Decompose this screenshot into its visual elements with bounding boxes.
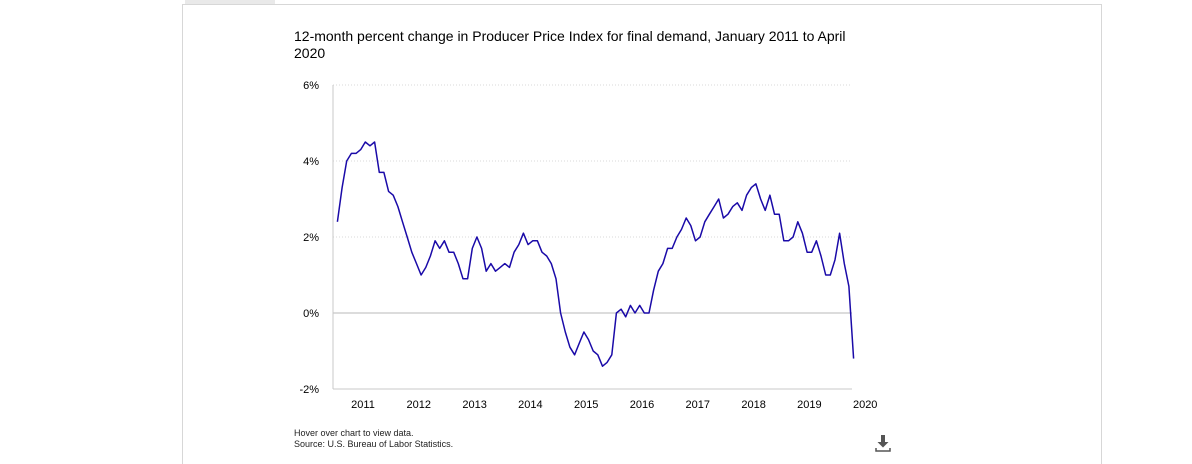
- chart-title: 12-month percent change in Producer Pric…: [294, 28, 846, 61]
- x-tick-label: 2020: [853, 399, 877, 411]
- y-tick-label: 0%: [303, 308, 319, 320]
- chart-panel: [182, 4, 1102, 464]
- x-tick-label: 2011: [351, 399, 375, 411]
- x-tick-label: 2016: [630, 399, 654, 411]
- y-tick-label: -2%: [299, 384, 319, 396]
- x-tick-label: 2012: [407, 399, 431, 411]
- x-tick-label: 2014: [518, 399, 542, 411]
- download-icon[interactable]: [872, 432, 894, 454]
- x-tick-label: 2019: [797, 399, 821, 411]
- y-tick-label: 2%: [303, 232, 319, 244]
- y-tick-labels: -2% 0% 2% 4% 6%: [299, 80, 319, 396]
- x-tick-label: 2015: [574, 399, 598, 411]
- hover-hint: Hover over chart to view data.: [294, 428, 414, 438]
- x-tick-labels: 2011 2012 2013 2014 2015 2016 2017 2018 2019 2020: [351, 399, 877, 411]
- y-tick-label: 4%: [303, 156, 319, 168]
- grid-lines: [333, 84, 852, 390]
- x-tick-label: 2018: [741, 399, 765, 411]
- axes: [332, 85, 852, 390]
- series-lines: [336, 141, 855, 367]
- chart-notes: Hover over chart to view data. Source: U…: [294, 428, 453, 450]
- y-tick-label: 6%: [303, 80, 319, 92]
- x-tick-label: 2017: [686, 399, 710, 411]
- x-tick-label: 2013: [462, 399, 486, 411]
- series-line[interactable]: [336, 141, 855, 367]
- source-note: Source: U.S. Bureau of Labor Statistics.: [294, 439, 454, 449]
